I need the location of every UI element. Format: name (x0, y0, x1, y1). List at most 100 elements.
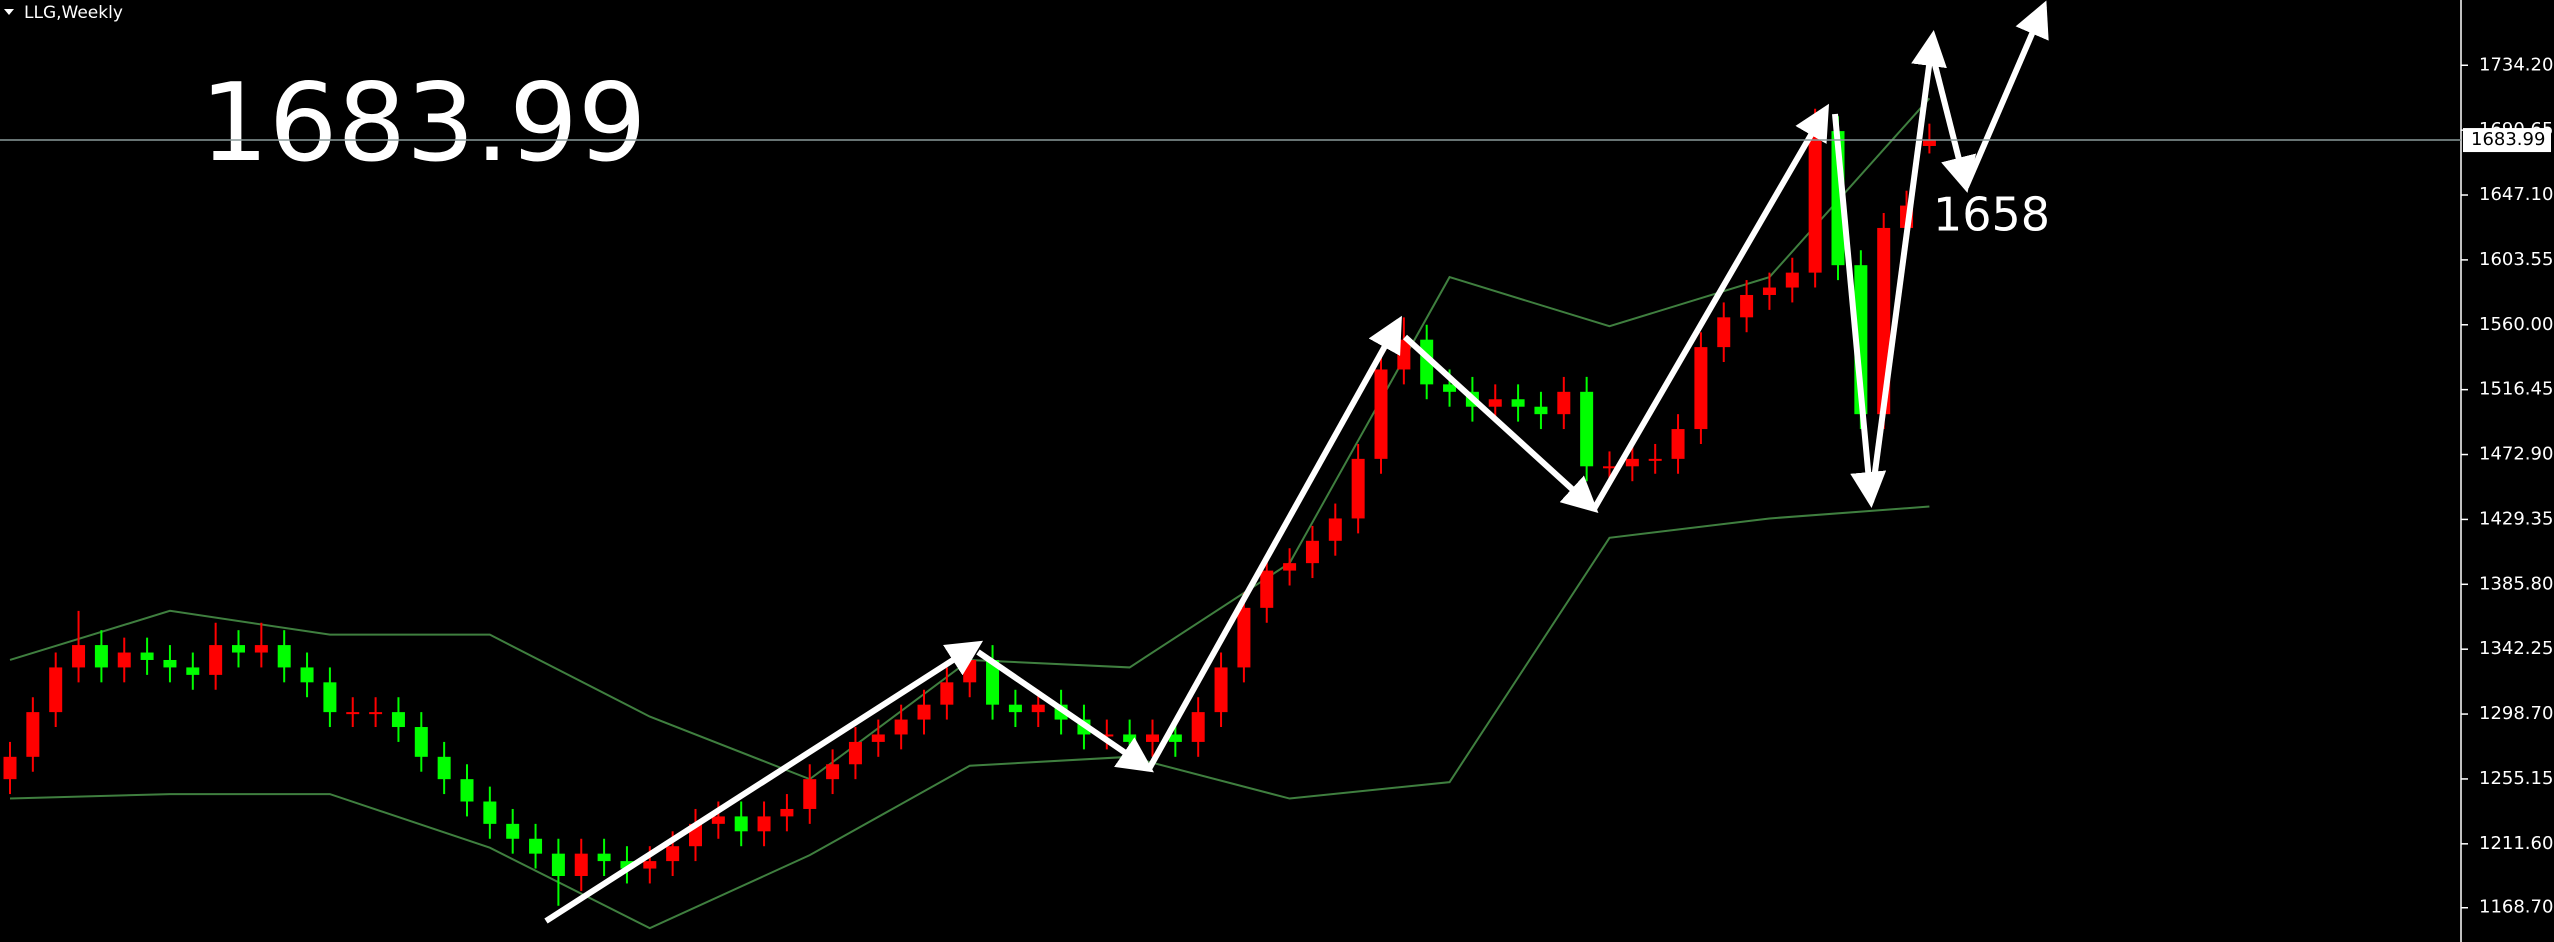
y-tick-label: 1516.45 (2479, 379, 2553, 400)
candle-body (1603, 466, 1616, 469)
arrow (1832, 113, 1887, 508)
candle-body (26, 712, 40, 757)
candle-body (551, 853, 565, 877)
candle-body (1648, 458, 1662, 461)
candle-body (117, 652, 131, 668)
candle-body (186, 667, 200, 675)
candle-body (1146, 734, 1159, 742)
candle-body (1305, 540, 1319, 564)
y-tick-label: 1255.15 (2479, 768, 2553, 789)
arrow (976, 649, 1154, 773)
candle-body (986, 659, 1000, 705)
candle-body (277, 645, 291, 668)
y-tick-label: 1168.70 (2479, 897, 2553, 918)
candle-body (209, 645, 223, 675)
candle-body (826, 764, 840, 780)
candle-body (1351, 458, 1365, 519)
candle-body (506, 823, 520, 839)
arrow (1146, 315, 1402, 771)
current-price-box (2463, 128, 2551, 153)
candle-body (940, 682, 954, 705)
candle-body (780, 808, 794, 817)
chart-title: LLG,Weekly (24, 3, 123, 23)
candle-body (1100, 734, 1114, 737)
current-price-label: 1683.99 (2471, 129, 2545, 150)
candle-body (1374, 369, 1388, 459)
candle-body (963, 659, 977, 683)
y-tick-label: 1342.25 (2479, 638, 2553, 659)
y-tick-label: 1560.00 (2479, 314, 2553, 335)
y-tick-label: 1472.90 (2479, 444, 2553, 465)
candle-body (1168, 734, 1182, 742)
big-price: 1683.99 (200, 61, 647, 186)
y-tick-label: 1385.80 (2479, 573, 2553, 594)
candle-body (391, 712, 405, 728)
candle-body (460, 779, 474, 802)
candle-body (574, 853, 588, 877)
candle-body (94, 645, 108, 668)
candle-body (346, 712, 360, 715)
candle-body (140, 652, 154, 660)
candle-body (254, 645, 268, 653)
candle-body (1191, 712, 1205, 742)
candle-body (1534, 406, 1548, 415)
candle-body (1740, 294, 1754, 318)
candle-body (483, 801, 497, 824)
arrow (544, 640, 984, 924)
arrow (1930, 56, 1977, 193)
plot-area (3, 97, 1936, 930)
candle-body (1328, 518, 1342, 541)
candle-body (232, 645, 245, 653)
candle-body (917, 704, 931, 720)
candle-body (1237, 607, 1251, 668)
annotation-label: 1658 (1933, 188, 2050, 242)
candle-body (323, 682, 337, 713)
zigzag-arrows (544, 0, 2049, 924)
candle-body (757, 816, 771, 832)
y-tick-label: 1429.35 (2479, 508, 2553, 529)
candle-body (666, 846, 680, 862)
candle-body (1488, 399, 1502, 407)
candle-body (1260, 570, 1274, 608)
candle-body (529, 838, 543, 854)
candle-body (1762, 287, 1776, 295)
candle-body (1443, 384, 1457, 392)
candle-body (1557, 391, 1571, 415)
candle-body (1283, 563, 1297, 571)
candle-body (1808, 131, 1822, 273)
candle-body (72, 645, 86, 668)
arrow (1868, 30, 1947, 503)
candle-body (437, 756, 451, 780)
candle-body (1785, 272, 1799, 288)
candle-body (49, 667, 63, 713)
menu-triangle (4, 9, 14, 15)
arrow (1591, 103, 1830, 511)
y-tick-label: 1298.70 (2479, 703, 2553, 724)
candle-body (1123, 734, 1137, 742)
candle-body (1717, 317, 1731, 348)
arrow (1402, 334, 1599, 514)
candle-body (369, 712, 383, 715)
candle-body (3, 756, 17, 780)
candle-body (414, 727, 428, 757)
arrow (1963, 0, 2049, 189)
candle-body (1214, 667, 1228, 713)
candle-body (300, 667, 314, 683)
candle-body (163, 659, 177, 668)
candle-body (620, 861, 634, 869)
y-tick-label: 1734.20 (2479, 54, 2553, 75)
candle-body (1511, 399, 1525, 407)
candle-body (597, 853, 611, 862)
candle-body (711, 816, 725, 824)
candle-body (1694, 347, 1708, 430)
candle-body (1580, 391, 1594, 467)
candle-body (1922, 140, 1936, 147)
candle-body (1625, 458, 1639, 467)
y-tick-label: 1211.60 (2479, 833, 2553, 854)
candle-body (1031, 704, 1045, 713)
y-tick-label: 1603.55 (2479, 249, 2553, 270)
candle-body (871, 734, 885, 742)
candle-body (1008, 704, 1022, 713)
